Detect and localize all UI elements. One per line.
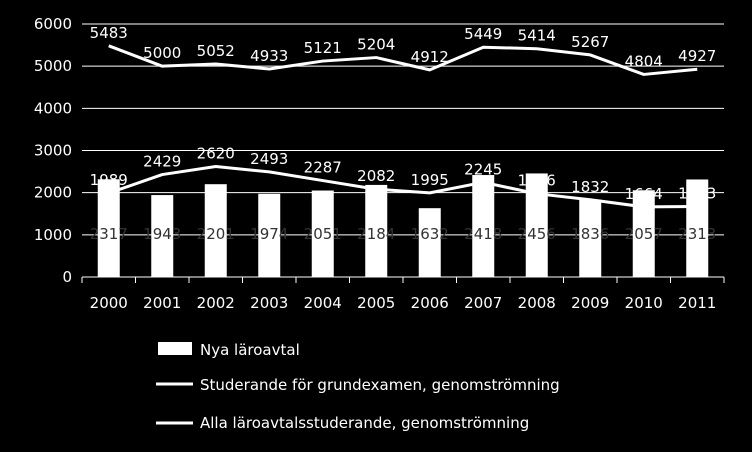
line-data-label: 4927 bbox=[678, 47, 716, 65]
bar-data-label: 2051 bbox=[304, 225, 342, 243]
x-axis-ticks: 2000 2001 2002 2003 2004 2005 2006 2007 2008 2009… bbox=[90, 294, 717, 312]
bar bbox=[472, 175, 495, 277]
bar bbox=[686, 179, 709, 277]
line-data-label: 4912 bbox=[411, 48, 449, 66]
legend-swatch-bar bbox=[158, 342, 192, 355]
bar bbox=[151, 195, 174, 277]
bar-data-label: 2418 bbox=[464, 225, 502, 243]
x-tick-label: 2006 bbox=[411, 294, 449, 312]
line-data-label: 1995 bbox=[411, 171, 449, 189]
x-tick-label: 2007 bbox=[464, 294, 502, 312]
x-tick-label: 2000 bbox=[90, 294, 128, 312]
x-tick-label: 2003 bbox=[250, 294, 288, 312]
bar-data-label: 2313 bbox=[678, 225, 716, 243]
y-tick-label: 1000 bbox=[34, 226, 72, 244]
line-data-label: 1989 bbox=[90, 171, 128, 189]
bar-data-label: 2057 bbox=[625, 225, 663, 243]
line-data-label: 2245 bbox=[464, 160, 502, 178]
legend-label-bars: Nya läroavtal bbox=[200, 341, 300, 359]
x-tick-label: 2005 bbox=[357, 294, 395, 312]
series-line-2 bbox=[108, 44, 698, 76]
y-tick-label: 5000 bbox=[34, 57, 72, 75]
line-data-label: 4933 bbox=[250, 47, 288, 65]
line-data-label: 1832 bbox=[571, 178, 609, 196]
bar-data-label: 1632 bbox=[411, 225, 449, 243]
line-data-label: 5449 bbox=[464, 25, 502, 43]
line-data-label: 2429 bbox=[143, 153, 181, 171]
y-tick-label: 4000 bbox=[34, 99, 72, 117]
y-tick-label: 2000 bbox=[34, 184, 72, 202]
bar bbox=[365, 184, 388, 277]
bar-data-label: 1943 bbox=[143, 225, 181, 243]
y-tick-label: 0 bbox=[62, 268, 72, 286]
legend: Nya läroavtal Studerande för grundexamen… bbox=[156, 341, 560, 432]
line-data-label: 1673 bbox=[678, 184, 716, 202]
line-series bbox=[108, 44, 698, 209]
line-data-label: 5267 bbox=[571, 33, 609, 51]
x-tick-label: 2008 bbox=[518, 294, 556, 312]
bar-data-label: 1836 bbox=[571, 225, 609, 243]
bar-data-label: 2456 bbox=[518, 225, 556, 243]
line-data-label: 2082 bbox=[357, 167, 395, 185]
y-tick-label: 6000 bbox=[34, 15, 72, 33]
line-data-label: 5414 bbox=[518, 27, 556, 45]
bar bbox=[632, 190, 655, 277]
gridlines bbox=[82, 23, 724, 236]
line-data-label: 1976 bbox=[518, 172, 556, 190]
legend-label-line-2: Alla läroavtalsstuderande, genomströmnin… bbox=[200, 414, 529, 432]
line-data-label: 5052 bbox=[197, 42, 235, 60]
line-data-label: 4804 bbox=[625, 52, 663, 70]
bar bbox=[204, 184, 227, 277]
line-data-label: 5000 bbox=[143, 44, 181, 62]
x-tick-label: 2009 bbox=[571, 294, 609, 312]
bar bbox=[579, 199, 602, 277]
bar bbox=[258, 193, 281, 277]
x-tick-label: 2001 bbox=[143, 294, 181, 312]
y-axis-ticks: 0 1000 2000 3000 4000 5000 6000 bbox=[34, 15, 72, 286]
line-data-label: 2493 bbox=[250, 150, 288, 168]
x-tick-label: 2004 bbox=[304, 294, 342, 312]
line-data-label: 5121 bbox=[304, 39, 342, 57]
bar-data-label: 2201 bbox=[197, 225, 235, 243]
x-tick-label: 2010 bbox=[625, 294, 663, 312]
y-tick-label: 3000 bbox=[34, 142, 72, 160]
x-axis bbox=[81, 276, 725, 283]
line-data-label: 1664 bbox=[625, 185, 663, 203]
bar bbox=[311, 190, 334, 277]
line-data-label: 2287 bbox=[304, 159, 342, 177]
bar-data-label: 1974 bbox=[250, 225, 288, 243]
bar-series bbox=[97, 173, 709, 277]
series-line-1 bbox=[108, 165, 698, 209]
bar bbox=[97, 179, 120, 277]
legend-label-line-1: Studerande för grundexamen, genomströmni… bbox=[200, 376, 560, 394]
bar-data-label: 2184 bbox=[357, 225, 395, 243]
line-data-label: 2620 bbox=[197, 145, 235, 163]
line-data-label: 5483 bbox=[90, 24, 128, 42]
x-tick-label: 2002 bbox=[197, 294, 235, 312]
line-data-label: 5204 bbox=[357, 36, 395, 54]
bar-data-label: 2317 bbox=[90, 225, 128, 243]
line-data-labels: 1989 2429 2620 2493 2287 2082 1995 2245 1976 1832… bbox=[90, 24, 717, 203]
bar bbox=[418, 208, 441, 277]
x-tick-label: 2011 bbox=[678, 294, 716, 312]
bar bbox=[525, 173, 548, 277]
bar-data-labels: 2317 1943 2201 1974 2051 2184 1632 2418 2456 1836… bbox=[90, 225, 717, 243]
